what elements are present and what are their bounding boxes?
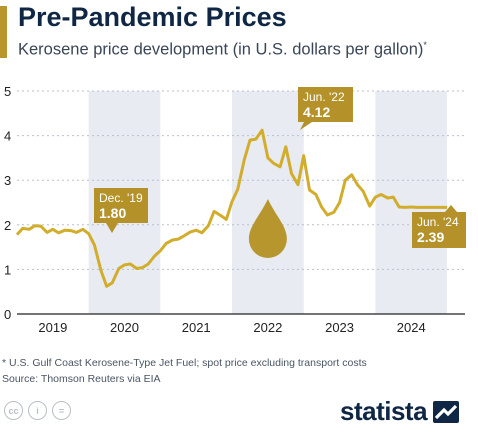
annotation-callout: Jun. '224.12 xyxy=(298,87,353,130)
annotation-value: 2.39 xyxy=(417,229,444,245)
annotation-date: Jun. '22 xyxy=(303,90,345,104)
annotation-value: 1.80 xyxy=(99,205,126,221)
y-tick-label: 2 xyxy=(4,218,11,233)
license-icons: cc i = xyxy=(4,401,71,420)
annotation-box xyxy=(412,212,466,248)
y-tick-label: 1 xyxy=(4,262,11,277)
chart-subtitle: Kerosene price development (in U.S. doll… xyxy=(18,40,427,60)
attribution-icon[interactable]: i xyxy=(28,401,47,420)
annotation-pointer xyxy=(445,205,457,212)
subtitle-marker: * xyxy=(423,40,427,50)
chart-title: Pre-Pandemic Prices xyxy=(18,2,287,32)
x-tick-label: 2020 xyxy=(110,320,139,335)
title-accent-bar xyxy=(0,6,7,58)
shaded-year-band xyxy=(375,91,448,314)
x-tick-label: 2019 xyxy=(38,320,67,335)
y-tick-label: 0 xyxy=(4,307,11,322)
y-tick-label: 3 xyxy=(4,173,11,188)
y-tick-label: 4 xyxy=(4,129,11,144)
y-tick-label: 5 xyxy=(4,84,11,99)
annotation-box xyxy=(94,188,148,223)
annotation-date: Dec. '19 xyxy=(99,191,143,205)
annotation-callout: Dec. '191.80 xyxy=(94,188,148,233)
annotation-value: 4.12 xyxy=(303,104,330,120)
brand-name: statista xyxy=(340,396,428,426)
source-note: Source: Thomson Reuters via EIA xyxy=(2,373,161,385)
annotation-callout: Jun. '242.39 xyxy=(412,205,466,248)
creative-commons-icon[interactable]: cc xyxy=(4,401,23,420)
annotation-date: Jun. '24 xyxy=(417,215,459,229)
x-tick-label: 2021 xyxy=(182,320,211,335)
subtitle-text: Kerosene price development (in U.S. doll… xyxy=(18,40,424,59)
series-line xyxy=(15,128,448,288)
no-derivatives-icon[interactable]: = xyxy=(52,401,71,420)
statista-brand[interactable]: statista xyxy=(340,396,460,427)
annotation-pointer xyxy=(300,122,312,130)
annotation-pointer xyxy=(106,223,118,233)
line-chart: 0 1 2 3 4 5 2019 2020 2021 2022 2023 2024 Dec. '191.… xyxy=(4,84,466,335)
oil-drop-icon xyxy=(248,198,287,258)
x-tick-label: 2022 xyxy=(253,320,282,335)
x-tick-label: 2023 xyxy=(325,320,354,335)
annotation-box xyxy=(298,87,353,122)
statista-logo-icon xyxy=(433,400,460,423)
x-tick-label: 2024 xyxy=(397,320,426,335)
footnote: * U.S. Gulf Coast Kerosene-Type Jet Fuel… xyxy=(2,357,367,369)
